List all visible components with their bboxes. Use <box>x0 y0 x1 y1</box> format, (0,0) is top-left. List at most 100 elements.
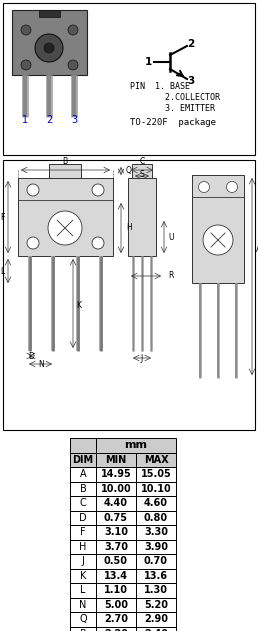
Circle shape <box>44 43 54 53</box>
Bar <box>12 10 87 75</box>
Bar <box>136 467 176 481</box>
Bar <box>3 160 255 430</box>
Circle shape <box>48 211 82 245</box>
Bar <box>70 569 96 583</box>
Text: J: J <box>82 557 84 566</box>
Text: C: C <box>80 498 86 508</box>
Circle shape <box>203 225 233 255</box>
Text: 0.80: 0.80 <box>144 513 168 522</box>
Bar <box>128 178 156 256</box>
Text: 1: 1 <box>22 115 28 125</box>
Text: H: H <box>126 223 132 232</box>
Bar <box>96 540 136 554</box>
Text: K: K <box>76 302 81 310</box>
Text: C: C <box>139 157 145 166</box>
Bar <box>96 481 136 496</box>
Bar <box>70 525 96 540</box>
Text: 3. EMITTER: 3. EMITTER <box>130 104 215 113</box>
Text: 2: 2 <box>46 115 52 125</box>
Text: A: A <box>256 244 258 254</box>
Bar <box>96 598 136 612</box>
Text: 3.90: 3.90 <box>144 542 168 551</box>
Bar <box>70 438 96 452</box>
Text: 4.40: 4.40 <box>104 498 128 508</box>
Bar <box>96 452 136 467</box>
Text: 13.6: 13.6 <box>144 571 168 581</box>
Text: 14.95: 14.95 <box>101 469 131 480</box>
Text: MIN: MIN <box>105 455 127 465</box>
Text: 13.4: 13.4 <box>104 571 128 581</box>
Bar <box>70 598 96 612</box>
Bar <box>96 510 136 525</box>
Bar <box>70 583 96 598</box>
Text: 2: 2 <box>187 39 195 49</box>
Bar <box>70 540 96 554</box>
Bar <box>96 467 136 481</box>
Text: 2.70: 2.70 <box>104 614 128 624</box>
Circle shape <box>21 25 31 35</box>
Text: D: D <box>28 352 34 361</box>
Bar <box>192 175 244 283</box>
Text: 0.75: 0.75 <box>104 513 128 522</box>
Text: 10.00: 10.00 <box>101 484 131 493</box>
Bar <box>96 583 136 598</box>
Bar <box>136 540 176 554</box>
Bar <box>49 164 81 178</box>
Circle shape <box>227 182 238 192</box>
Bar <box>70 627 96 631</box>
Bar <box>96 496 136 510</box>
Circle shape <box>35 34 63 62</box>
Text: 4.60: 4.60 <box>144 498 168 508</box>
Text: 1: 1 <box>144 57 152 67</box>
Bar <box>70 467 96 481</box>
Text: J: J <box>141 354 143 363</box>
Text: 2.40: 2.40 <box>144 628 168 631</box>
Text: 0.50: 0.50 <box>104 557 128 566</box>
Text: B: B <box>80 484 86 493</box>
Text: A: A <box>80 469 86 480</box>
Text: U: U <box>168 233 173 242</box>
Bar <box>132 164 152 178</box>
Bar <box>136 583 176 598</box>
Text: H: H <box>79 542 87 551</box>
Text: 5.00: 5.00 <box>104 599 128 610</box>
Bar <box>136 481 176 496</box>
Circle shape <box>92 237 104 249</box>
Text: L: L <box>80 585 86 595</box>
Text: 3: 3 <box>71 115 77 125</box>
Circle shape <box>198 182 209 192</box>
Bar <box>70 510 96 525</box>
Bar <box>136 496 176 510</box>
Text: Q: Q <box>126 167 132 175</box>
Text: 15.05: 15.05 <box>141 469 171 480</box>
Text: PIN  1. BASE: PIN 1. BASE <box>130 82 190 91</box>
Bar <box>96 612 136 627</box>
Circle shape <box>68 60 78 70</box>
Text: DIM: DIM <box>72 455 94 465</box>
Bar <box>136 510 176 525</box>
Bar <box>136 627 176 631</box>
Bar <box>96 438 176 452</box>
Text: F: F <box>0 213 4 221</box>
Text: 1.30: 1.30 <box>144 585 168 595</box>
Text: 0.70: 0.70 <box>144 557 168 566</box>
Text: L: L <box>0 266 4 276</box>
Bar <box>136 569 176 583</box>
Circle shape <box>92 184 104 196</box>
Text: 3.10: 3.10 <box>104 528 128 537</box>
Text: 2.COLLECTOR: 2.COLLECTOR <box>130 93 220 102</box>
Text: F: F <box>80 528 86 537</box>
Text: 10.10: 10.10 <box>141 484 171 493</box>
Text: 2.20: 2.20 <box>104 628 128 631</box>
Text: D: D <box>79 513 87 522</box>
Bar <box>96 554 136 569</box>
Text: R: R <box>168 271 173 281</box>
Bar <box>70 612 96 627</box>
Bar <box>70 452 96 467</box>
Text: Q: Q <box>79 614 87 624</box>
Bar <box>96 627 136 631</box>
Bar <box>136 554 176 569</box>
Bar <box>70 481 96 496</box>
Bar <box>136 612 176 627</box>
Text: 3.30: 3.30 <box>144 528 168 537</box>
